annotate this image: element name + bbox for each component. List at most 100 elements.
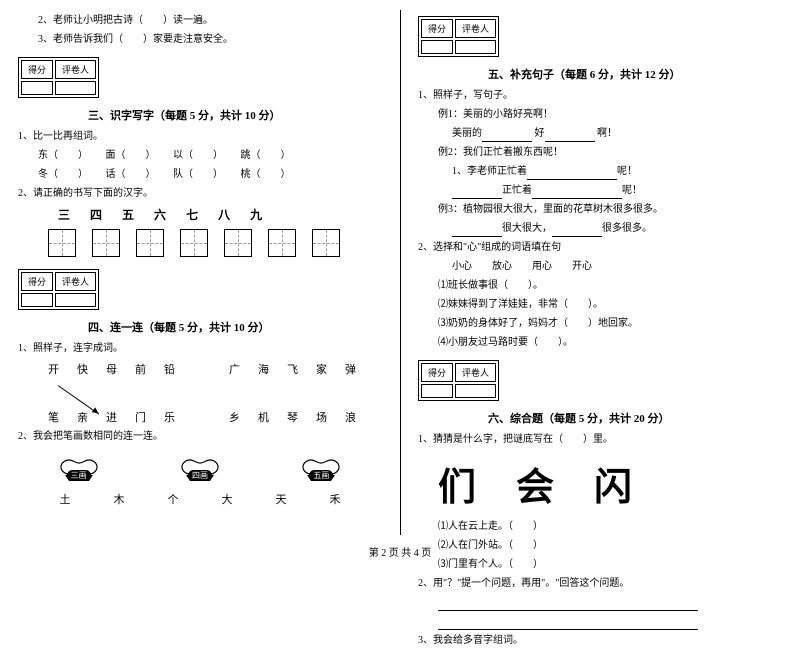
text-line: 3、老师告诉我们（ ）家要走注意安全。	[38, 32, 382, 48]
text: 呢！	[617, 166, 637, 177]
char: 机	[258, 409, 269, 425]
tianzi-box[interactable]	[312, 229, 340, 257]
char: 家	[316, 361, 327, 377]
char: 场	[316, 409, 327, 425]
char: 个	[168, 491, 179, 507]
word-pair-row: 冬（ ） 话（ ） 队（ ） 桃（ ）	[38, 167, 382, 183]
char: 海	[258, 361, 269, 377]
flower-label: 五画	[309, 470, 333, 481]
score-label: 评卷人	[455, 19, 496, 38]
big-char: 会	[516, 456, 554, 511]
fill-line: 美丽的 好 啊！	[452, 126, 782, 142]
score-cell[interactable]	[455, 40, 496, 54]
char: 快	[77, 361, 88, 377]
char: 母	[106, 361, 117, 377]
blank[interactable]	[532, 188, 622, 199]
score-label: 得分	[21, 60, 53, 79]
text-line: 2、老师让小明把古诗（ ）读一遍。	[38, 13, 382, 29]
example-text: 例3：植物园很大很大，里面的花草树木很多很多。	[438, 202, 782, 218]
pair: 东（ ）	[38, 150, 83, 161]
char: 土	[60, 491, 71, 507]
big-char: 闪	[594, 456, 632, 511]
char: 亲	[77, 409, 88, 425]
score-label: 得分	[21, 272, 53, 291]
blank-line[interactable]	[438, 600, 698, 611]
fill-line: 正忙着呢！	[452, 183, 782, 199]
pair: 面（ ）	[106, 150, 151, 161]
blank[interactable]	[552, 226, 602, 237]
tianzi-box[interactable]	[48, 229, 76, 257]
question-text: 3、我会给多音字组词。	[418, 633, 782, 649]
worksheet-page: 2、老师让小明把古诗（ ）读一遍。 3、老师告诉我们（ ）家要走注意安全。 得分…	[0, 0, 800, 540]
flower-label: 三画	[67, 470, 91, 481]
flower-icon: 三画	[55, 453, 103, 483]
sentence: ⑵妹妹得到了洋娃娃，非常（ ）。	[438, 297, 782, 313]
pair: 队（ ）	[173, 169, 218, 180]
big-char: 们	[438, 456, 476, 511]
options-text: 小心 放心 用心 开心	[452, 259, 782, 275]
hanzi: 六	[154, 206, 166, 223]
tianzi-box[interactable]	[224, 229, 252, 257]
score-box: 得分评卷人	[418, 360, 499, 401]
char: 大	[222, 491, 233, 507]
char: 乡	[229, 409, 240, 425]
blank[interactable]	[452, 226, 502, 237]
tianzi-box[interactable]	[268, 229, 296, 257]
blank[interactable]	[545, 131, 595, 142]
blank[interactable]	[527, 169, 617, 180]
hanzi: 七	[186, 206, 198, 223]
blank[interactable]	[482, 131, 532, 142]
flower-icon: 五画	[297, 453, 345, 483]
score-cell[interactable]	[21, 81, 53, 95]
connect-arrow	[48, 381, 382, 405]
char: 门	[135, 409, 146, 425]
score-box: 得分评卷人	[418, 16, 499, 57]
question-text: 2、我会把笔画数相同的连一连。	[18, 429, 382, 445]
riddle: ⑴人在云上走。（ ）	[438, 519, 782, 535]
flower-row: 三画 四画 五画	[18, 453, 382, 483]
tianzi-grid-row	[48, 229, 382, 257]
score-box: 得分评卷人	[18, 57, 99, 98]
tianzi-box[interactable]	[92, 229, 120, 257]
word-pair-row: 东（ ） 面（ ） 以（ ） 跳（ ）	[38, 148, 382, 164]
score-cell[interactable]	[421, 384, 453, 398]
score-label: 评卷人	[55, 272, 96, 291]
blank[interactable]	[452, 188, 502, 199]
example-text: 例2：我们正忙着搬东西呢！	[438, 145, 782, 161]
connect-row: 开 快 母 前 铅 广 海 飞 家 弹	[48, 361, 382, 377]
question-text: 1、照样子，连字成词。	[18, 341, 382, 357]
right-column: 得分评卷人 五、补充句子（每题 6 分，共计 12 分） 1、照样子，写句子。 …	[400, 0, 800, 540]
char: 笔	[48, 409, 59, 425]
tianzi-box[interactable]	[180, 229, 208, 257]
score-cell[interactable]	[21, 293, 53, 307]
score-cell[interactable]	[55, 81, 96, 95]
text: 1、李老师正忙着	[452, 166, 527, 177]
section-title: 五、补充句子（每题 6 分，共计 12 分）	[488, 66, 782, 82]
sentence: ⑷小朋友过马路时要（ ）。	[438, 335, 782, 351]
text: 呢！	[622, 185, 642, 196]
big-char-row: 们 会 闪	[438, 456, 782, 511]
char: 广	[229, 361, 240, 377]
fill-line: 很大很大，很多很多。	[452, 221, 782, 237]
example-text: 例1：美丽的小路好亮啊！	[438, 107, 782, 123]
score-cell[interactable]	[421, 40, 453, 54]
flower-icon: 四画	[176, 453, 224, 483]
score-cell[interactable]	[455, 384, 496, 398]
pair: 桃（ ）	[241, 169, 291, 180]
char: 弹	[345, 361, 356, 377]
hanzi: 五	[122, 206, 134, 223]
flower-label: 四画	[188, 470, 212, 481]
pair: 话（ ）	[106, 169, 151, 180]
blank-line[interactable]	[438, 619, 698, 630]
question-text: 2、用"？"提一个问题，再用"。"回答这个问题。	[418, 576, 782, 592]
text: 很多很多。	[602, 223, 652, 234]
char: 开	[48, 361, 59, 377]
char: 飞	[287, 361, 298, 377]
score-cell[interactable]	[55, 293, 96, 307]
score-label: 评卷人	[455, 363, 496, 382]
question-text: 2、选择和"心"组成的词语填在句	[418, 240, 782, 256]
tianzi-box[interactable]	[136, 229, 164, 257]
char: 乐	[164, 409, 175, 425]
char-spread: 土 木 个 大 天 禾	[38, 491, 362, 507]
hanzi: 三	[58, 206, 70, 223]
